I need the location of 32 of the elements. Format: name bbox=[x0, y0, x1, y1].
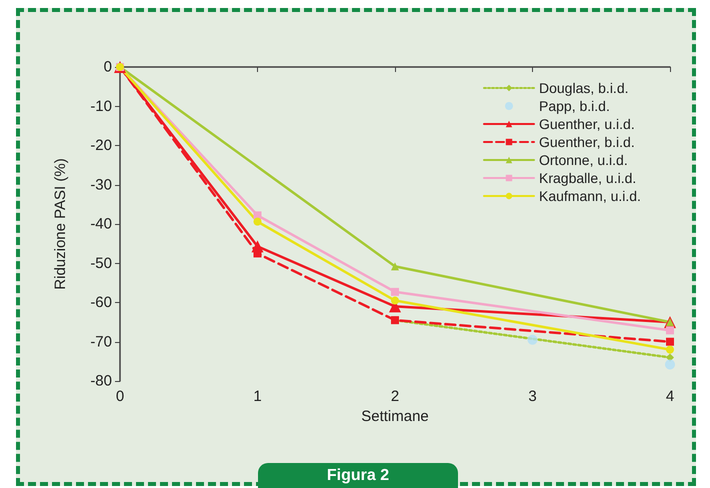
x-tick-label: 1 bbox=[253, 388, 262, 405]
y-tick-label: 0 bbox=[104, 58, 112, 76]
point bbox=[391, 296, 399, 305]
y-axis-title: Riduzione PASI (%) bbox=[52, 158, 69, 290]
y-tick-label: -30 bbox=[90, 176, 112, 194]
legend-label: Guenther, u.i.d. bbox=[539, 116, 635, 132]
point bbox=[528, 334, 538, 345]
point bbox=[666, 326, 674, 334]
y-tick-label: -10 bbox=[90, 98, 112, 115]
point bbox=[254, 218, 262, 226]
x-tick-label: 3 bbox=[528, 388, 537, 405]
y-tick-label: -20 bbox=[90, 137, 112, 154]
y-tick-label: -40 bbox=[90, 216, 112, 232]
text: Figura 2 bbox=[258, 463, 458, 488]
y-tick-label: -80 bbox=[90, 372, 112, 390]
x-tick-label: 0 bbox=[116, 388, 124, 405]
y-tick-label: -50 bbox=[90, 254, 112, 272]
point bbox=[391, 288, 399, 296]
legend-label: Douglas, b.i.d. bbox=[539, 80, 628, 96]
legend-label: Kragballe, u.i.d. bbox=[539, 170, 636, 186]
point bbox=[666, 346, 674, 354]
x-tick-label: 4 bbox=[666, 388, 674, 405]
y-tick-label: -60 bbox=[90, 294, 112, 311]
x-axis-title: Settimane bbox=[361, 408, 429, 425]
point bbox=[665, 360, 675, 370]
legend-label: Kaufmann, u.i.d. bbox=[539, 188, 641, 204]
legend-label: Ortonne, u.i.d. bbox=[539, 152, 628, 168]
point bbox=[666, 338, 674, 346]
legend-label: Papp, b.i.d. bbox=[539, 98, 610, 114]
y-tick-label: -70 bbox=[90, 333, 112, 350]
legend-label: Guenther, b.i.d. bbox=[539, 134, 635, 150]
x-tick-label: 2 bbox=[390, 388, 400, 405]
